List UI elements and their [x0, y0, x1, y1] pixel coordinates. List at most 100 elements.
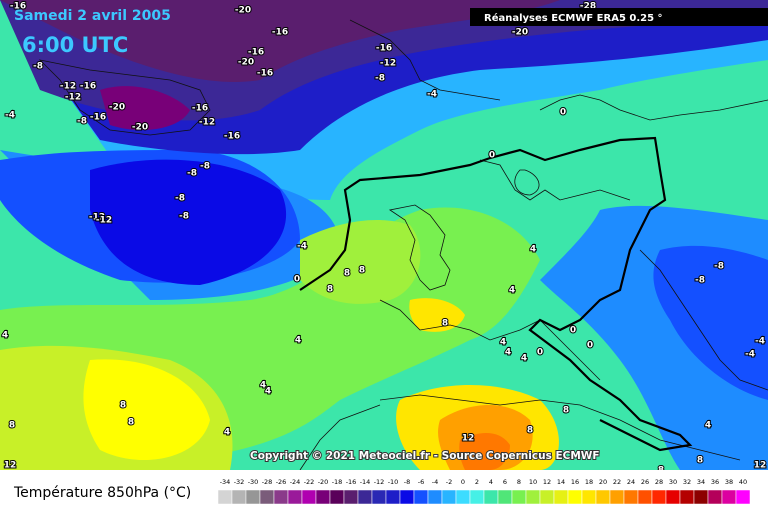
- contour-label: -20: [109, 103, 125, 113]
- contour-label: -16: [192, 104, 208, 114]
- scale-swatch: [287, 489, 303, 505]
- contour-label: 0: [587, 341, 593, 351]
- scale-label: 40: [739, 478, 747, 486]
- scale-label: 2: [475, 478, 479, 486]
- contour-label: 8: [563, 406, 569, 416]
- scale-label: 0: [461, 478, 465, 486]
- coastlines: [38, 19, 768, 471]
- contour-label: 4: [295, 336, 301, 346]
- contour-label: 8: [697, 456, 703, 466]
- scale-swatch: [623, 489, 639, 505]
- scale-swatch: [525, 489, 541, 505]
- scale-swatch: [721, 489, 737, 505]
- scale-swatch: [371, 489, 387, 505]
- scale-swatch: [735, 489, 751, 505]
- color-scale: -34 -32 -30 -28 -26 -24 -22 -20 -18 -16 -14 -12 -10-…: [217, 478, 751, 505]
- scale-swatch: [567, 489, 583, 505]
- contour-label: 4: [509, 286, 515, 296]
- contour-label: -20: [512, 28, 528, 38]
- source-box: [470, 8, 768, 26]
- scale-label: 12: [543, 478, 551, 486]
- contour-label: 8: [359, 266, 365, 276]
- scale-swatch: [483, 489, 499, 505]
- contour-label: -16: [224, 132, 240, 142]
- scale-label: 36: [711, 478, 719, 486]
- contour-label: -8: [179, 212, 189, 222]
- contour-label: -16: [272, 28, 288, 38]
- contour-label: 12: [462, 434, 475, 444]
- scale-swatch: [595, 489, 611, 505]
- contour-label: 0: [560, 108, 566, 118]
- contour-label: -4: [427, 90, 437, 100]
- scale-label: -20: [318, 478, 329, 486]
- contour-label: 4: [260, 381, 266, 391]
- scale-label: -32: [234, 478, 245, 486]
- contour-label: 0: [294, 275, 300, 285]
- scale-swatch: [581, 489, 597, 505]
- legend-title: Température 850hPa (°C): [13, 485, 191, 501]
- scale-swatch: [637, 489, 653, 505]
- contour-label: -20: [235, 6, 251, 16]
- date: Samedi 2 avril 2005: [14, 8, 171, 24]
- scale-label: 32: [683, 478, 691, 486]
- scale-label: 20: [599, 478, 607, 486]
- scale-label: -8: [404, 478, 410, 486]
- contour-label: -20: [132, 123, 148, 133]
- scale-label: 26: [641, 478, 649, 486]
- scale-label: -34: [220, 478, 231, 486]
- scale-swatch: [679, 489, 695, 505]
- scale-swatch: [217, 489, 233, 505]
- scale-label: -24: [290, 478, 301, 486]
- scale-swatch: [273, 489, 289, 505]
- scale-label: -4: [432, 478, 438, 486]
- contour-label: 12: [754, 461, 767, 471]
- contour-label: 4: [505, 348, 511, 358]
- contour-label: -4: [297, 242, 307, 252]
- scale-label: 22: [613, 478, 621, 486]
- contour-label: -16: [257, 69, 273, 79]
- contour-label: -8: [77, 117, 87, 127]
- scale-swatch: [693, 489, 709, 505]
- contour-label: 4: [530, 245, 536, 255]
- contour-label: 4: [705, 421, 711, 431]
- scale-swatch: [357, 489, 373, 505]
- contour-label: 8: [120, 401, 126, 411]
- scale-label: -2: [446, 478, 452, 486]
- scale-label: 34: [697, 478, 705, 486]
- contour-label: -8: [695, 276, 705, 286]
- contour-label: 4: [521, 354, 527, 364]
- time: 6:00 UTC: [22, 33, 128, 57]
- scale-label: -18: [332, 478, 343, 486]
- scale-label: 6: [503, 478, 507, 486]
- scale-swatch: [315, 489, 331, 505]
- scale-swatch: [329, 489, 345, 505]
- contour-label: -12: [60, 82, 76, 92]
- scale-label: -30: [248, 478, 259, 486]
- contour-label: 8: [527, 426, 533, 436]
- contour-label: -4: [755, 337, 765, 347]
- scale-swatch: [455, 489, 471, 505]
- contour-label: 8: [327, 285, 333, 295]
- scale-swatch: [651, 489, 667, 505]
- contour-label: -12: [89, 213, 105, 223]
- scale-label: -14: [360, 478, 371, 486]
- scale-label: 16: [571, 478, 579, 486]
- scale-label: -26: [276, 478, 287, 486]
- scale-swatch: [231, 489, 247, 505]
- scale-swatch: [427, 489, 443, 505]
- zero-isotherm: [299, 136, 693, 452]
- scale-label: 28: [655, 478, 663, 486]
- contour-label: -4: [745, 350, 755, 360]
- contour-label: 0: [570, 326, 576, 336]
- scale-swatch: [413, 489, 429, 505]
- contour-label: -8: [33, 62, 43, 72]
- scale-swatch: [469, 489, 485, 505]
- contour-label: 8: [9, 421, 15, 431]
- contour-label: 8: [344, 269, 350, 279]
- scale-swatch: [707, 489, 723, 505]
- scale-swatch: [609, 489, 625, 505]
- contour-label: -16: [80, 82, 96, 92]
- scale-label: 38: [725, 478, 733, 486]
- contour-label: -8: [175, 194, 185, 204]
